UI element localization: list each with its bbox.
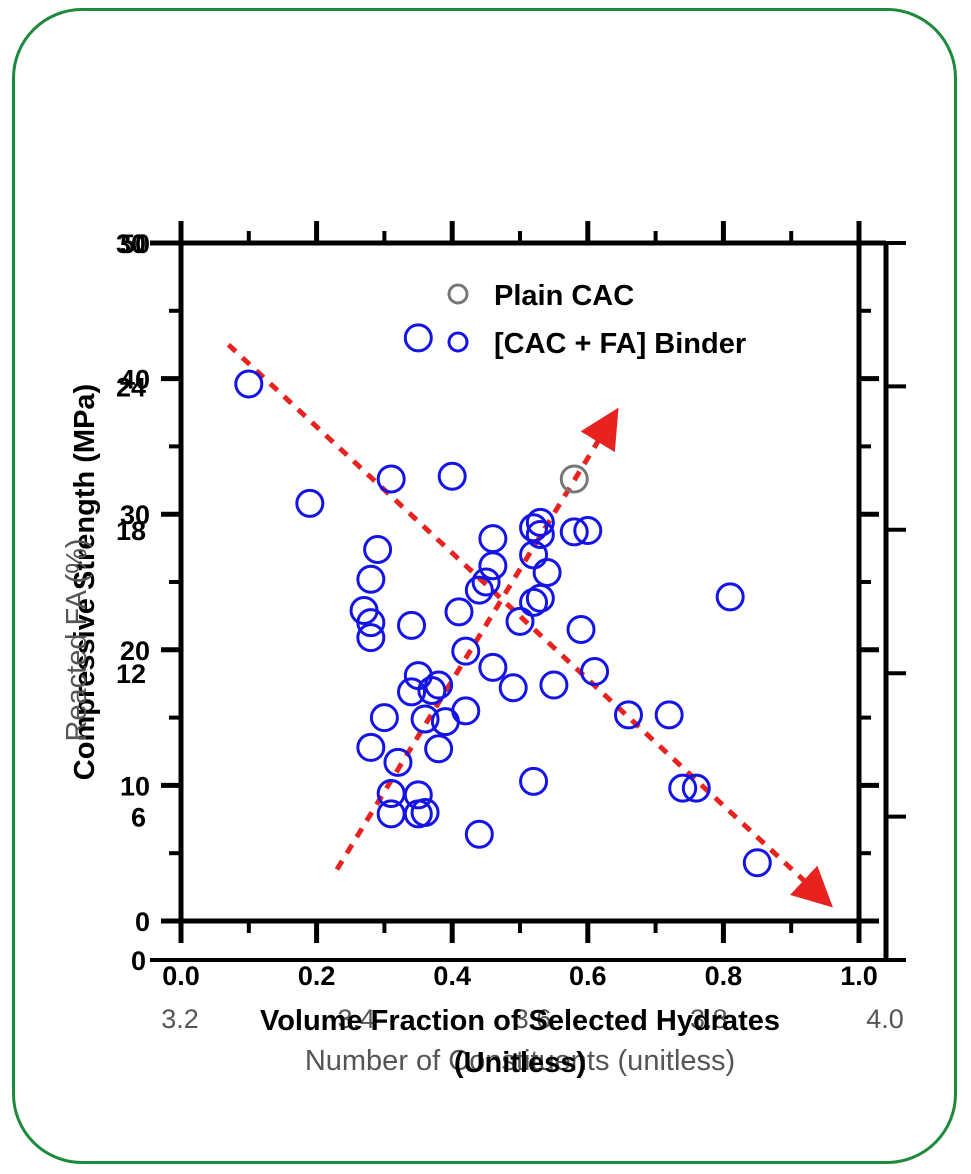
- bottom-tick-label: 0.2: [298, 961, 336, 991]
- binder-point: [383, 747, 413, 777]
- binder-point: [451, 636, 481, 666]
- binder-point: [715, 582, 745, 612]
- bottom-tick-label: 1.0: [840, 961, 878, 991]
- binder-point: [444, 597, 474, 627]
- binder-point: [295, 488, 325, 518]
- binder-point: [356, 623, 386, 653]
- legend-label-plain-cac: Plain CAC: [494, 280, 634, 312]
- binder-point: [451, 696, 481, 726]
- plain-cac-point: [559, 464, 589, 494]
- binder-point: [742, 848, 772, 878]
- binder-point: [417, 675, 447, 705]
- binder-point: [424, 734, 454, 764]
- secondary-left-tick-label: 18: [116, 516, 146, 546]
- binder-point: [566, 614, 596, 644]
- binder-point: [668, 773, 698, 803]
- x-axis-title: Volume Fraction of Selected Hydrates: [260, 1005, 780, 1037]
- bottom-tick-label: 0.0: [162, 961, 200, 991]
- secondary-bottom-tick-label: 3.8: [690, 1004, 728, 1034]
- bottom-tick-label: 0.6: [569, 961, 607, 991]
- binder-point: [403, 323, 433, 353]
- binder-point: [478, 551, 508, 581]
- binder-point: [519, 587, 549, 617]
- binder-point: [424, 670, 454, 700]
- legend-label-binder: [CAC + FA] Binder: [494, 328, 746, 360]
- secondary-left-tick-label: 12: [116, 659, 146, 689]
- left-tick-label: 40: [120, 365, 150, 395]
- binder-point: [573, 515, 603, 545]
- binder-point: [681, 773, 711, 803]
- binder-point: [478, 652, 508, 682]
- secondary-bottom-tick-label: 3.6: [514, 1004, 552, 1034]
- binder-point: [410, 798, 440, 828]
- secondary-bottom-tick-label: 3.4: [337, 1004, 375, 1034]
- binder-point: [505, 606, 535, 636]
- binder-point: [559, 517, 589, 547]
- binder-point: [580, 656, 610, 686]
- secondary-bottom-tick-label: 4.0: [866, 1004, 904, 1034]
- legend-marker-plain-cac: [447, 283, 469, 305]
- bottom-tick-label: 0.4: [433, 961, 471, 991]
- secondary-left-tick-label: 6: [131, 803, 146, 833]
- binder-point: [356, 564, 386, 594]
- binder-point: [356, 732, 386, 762]
- binder-point: [437, 461, 467, 491]
- binder-point: [356, 608, 386, 638]
- binder-point: [539, 670, 569, 700]
- binder-point: [403, 661, 433, 691]
- left-tick-label: 30: [120, 500, 150, 530]
- binder-point: [525, 520, 555, 550]
- y-axis-title: Compressive Strength (MPa): [69, 384, 101, 780]
- secondary-left-tick-label: 0: [131, 946, 146, 976]
- binder-point: [525, 583, 555, 613]
- bottom-tick-label: 0.8: [705, 961, 743, 991]
- legend-marker-binder: [447, 331, 469, 353]
- binder-point: [403, 780, 433, 810]
- binder-point: [478, 524, 508, 554]
- trend-arrow-0: [226, 342, 833, 908]
- left-tick-label: 10: [120, 771, 150, 801]
- binder-point: [471, 567, 501, 597]
- binder-point: [613, 700, 643, 730]
- left-tick-label: 20: [120, 636, 150, 666]
- binder-point: [397, 610, 427, 640]
- binder-point: [376, 464, 406, 494]
- binder-point: [498, 673, 528, 703]
- binder-point: [376, 799, 406, 829]
- secondary-left-tick-label: 24: [116, 372, 146, 402]
- binder-point: [654, 700, 684, 730]
- binder-point: [464, 819, 494, 849]
- binder-point: [410, 704, 440, 734]
- secondary-left-tick-label: 30: [116, 229, 146, 259]
- binder-point: [519, 513, 549, 543]
- binder-point: [532, 558, 562, 588]
- binder-point: [363, 534, 393, 564]
- binder-point: [464, 575, 494, 605]
- left-tick-label: 0: [135, 907, 150, 937]
- secondary-y-axis-title: Reacted FA (%): [61, 538, 93, 741]
- binder-point: [234, 369, 264, 399]
- binder-point: [525, 507, 555, 537]
- binder-point: [519, 766, 549, 796]
- secondary-bottom-tick-label: 3.2: [161, 1004, 199, 1034]
- binder-point: [369, 703, 399, 733]
- x-axis-title-line2: (Unitless): [454, 1047, 586, 1079]
- secondary-x-axis-title: Number of Constituents (unitless): [305, 1045, 735, 1077]
- left-tick-label: 50: [120, 229, 150, 259]
- binder-point: [397, 677, 427, 707]
